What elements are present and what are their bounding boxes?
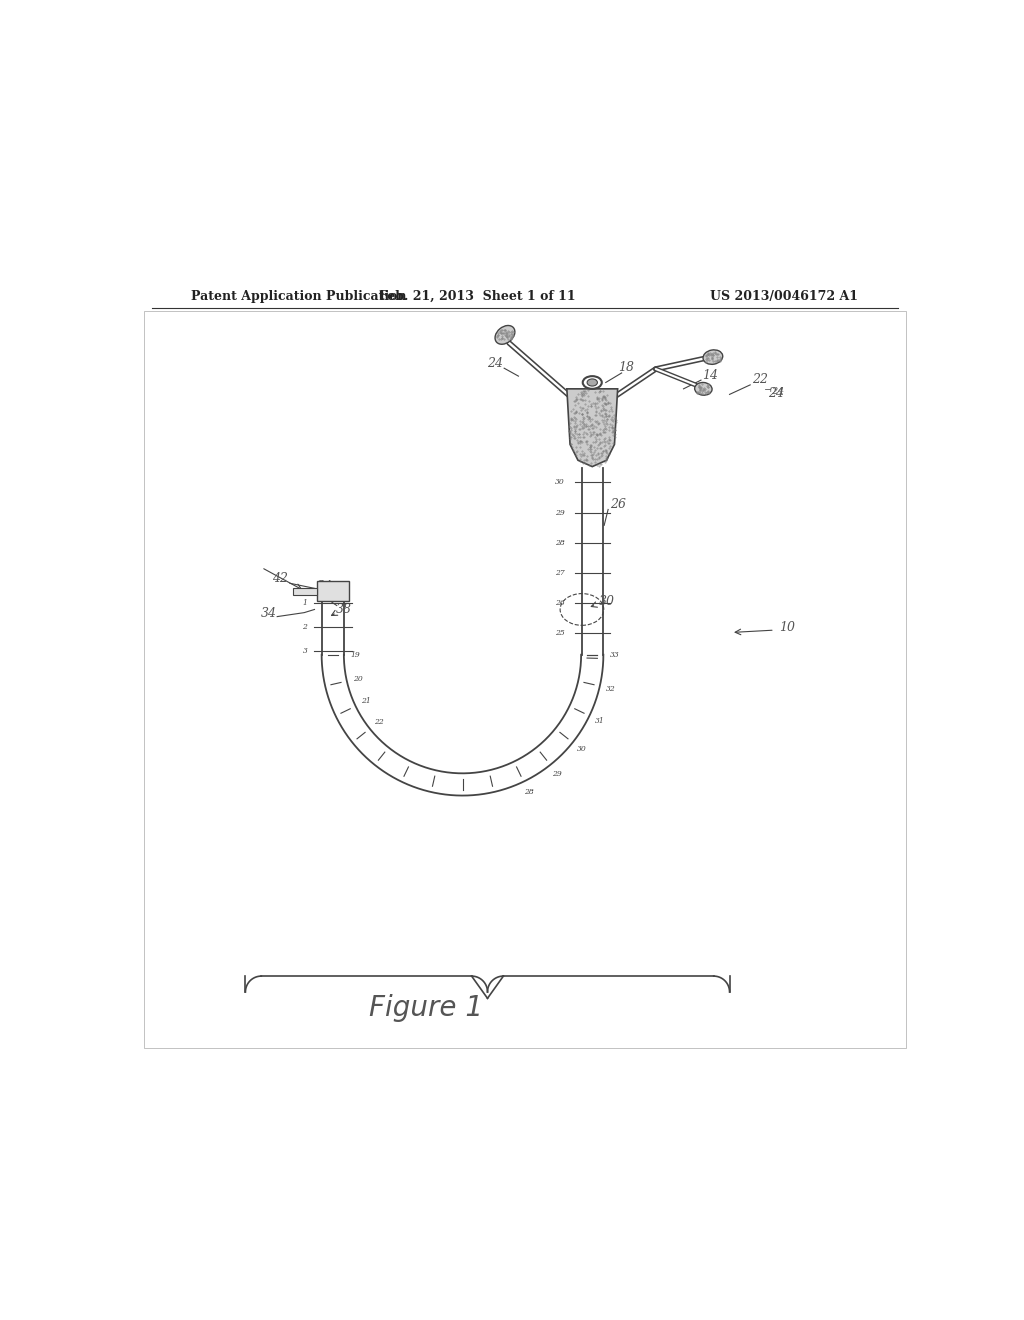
- Text: 30: 30: [555, 478, 564, 487]
- Text: 33: 33: [609, 651, 620, 659]
- Text: 34: 34: [316, 581, 333, 594]
- Text: 34: 34: [318, 591, 335, 605]
- Text: 42: 42: [272, 572, 289, 585]
- Ellipse shape: [587, 379, 597, 385]
- Ellipse shape: [703, 350, 723, 364]
- Text: $\neg$24: $\neg$24: [763, 385, 784, 396]
- Text: Patent Application Publication: Patent Application Publication: [191, 290, 407, 304]
- Text: 22: 22: [752, 374, 768, 387]
- Text: 24: 24: [768, 387, 783, 400]
- Ellipse shape: [495, 326, 515, 345]
- Text: 24: 24: [486, 358, 503, 371]
- Polygon shape: [316, 581, 348, 601]
- Text: 21: 21: [360, 697, 371, 705]
- Text: 19: 19: [350, 651, 359, 659]
- Text: 29: 29: [555, 508, 564, 516]
- Text: 28: 28: [555, 539, 564, 546]
- Text: US 2013/0046172 A1: US 2013/0046172 A1: [710, 290, 858, 304]
- Text: 14: 14: [702, 368, 719, 381]
- Text: 18: 18: [618, 362, 635, 375]
- Text: 34: 34: [261, 607, 278, 619]
- Text: 30: 30: [599, 595, 614, 607]
- Text: 29: 29: [552, 770, 562, 777]
- Text: 38: 38: [336, 603, 352, 615]
- Text: 20: 20: [353, 675, 362, 682]
- Text: Feb. 21, 2013  Sheet 1 of 11: Feb. 21, 2013 Sheet 1 of 11: [379, 290, 575, 304]
- Text: 25: 25: [555, 630, 564, 638]
- Text: 1: 1: [302, 599, 307, 607]
- Text: 28: 28: [523, 788, 534, 796]
- Text: Figure 1: Figure 1: [369, 994, 482, 1022]
- Text: 2: 2: [302, 623, 307, 631]
- Text: 32: 32: [606, 685, 615, 693]
- Text: 10: 10: [778, 620, 795, 634]
- Text: 3: 3: [302, 647, 307, 655]
- Text: 26: 26: [609, 498, 626, 511]
- Text: 22: 22: [374, 718, 383, 726]
- Polygon shape: [567, 389, 617, 466]
- Text: 27: 27: [555, 569, 564, 577]
- Text: 30: 30: [577, 746, 586, 754]
- Polygon shape: [293, 587, 316, 595]
- Text: 31: 31: [595, 717, 604, 725]
- Ellipse shape: [694, 383, 712, 395]
- Ellipse shape: [583, 376, 602, 389]
- Text: 26: 26: [555, 599, 564, 607]
